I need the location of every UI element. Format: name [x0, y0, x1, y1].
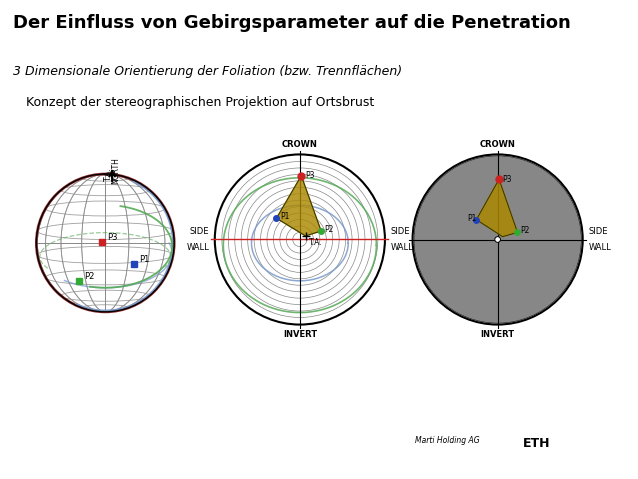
Circle shape — [472, 214, 523, 265]
Text: CROWN: CROWN — [480, 140, 516, 149]
Text: WALL: WALL — [588, 243, 611, 252]
Text: SIDE: SIDE — [390, 227, 410, 236]
Text: INVERT: INVERT — [283, 330, 317, 339]
Text: P1: P1 — [467, 214, 477, 223]
Text: P3: P3 — [503, 175, 512, 184]
Text: P1: P1 — [280, 212, 290, 221]
Circle shape — [414, 156, 581, 323]
Text: WALL: WALL — [186, 243, 209, 252]
Circle shape — [459, 201, 537, 278]
Text: WALL: WALL — [390, 243, 413, 252]
Text: SIDE: SIDE — [588, 227, 608, 236]
Circle shape — [466, 207, 530, 272]
Circle shape — [485, 227, 510, 252]
Text: NORTH: NORTH — [111, 158, 120, 184]
Text: 3 Dimensionale Orientierung der Foliation (bzw. Trennflächen): 3 Dimensionale Orientierung der Foliatio… — [13, 65, 402, 78]
Text: P2: P2 — [324, 225, 333, 234]
Text: P3: P3 — [305, 171, 315, 180]
Circle shape — [446, 188, 549, 291]
Circle shape — [491, 233, 504, 246]
Polygon shape — [477, 179, 517, 237]
Text: Marti Holding AG: Marti Holding AG — [415, 436, 479, 445]
Text: P1: P1 — [139, 255, 149, 264]
Text: P2: P2 — [84, 273, 94, 282]
Circle shape — [427, 169, 568, 310]
Circle shape — [433, 175, 562, 304]
Text: T.A.: T.A. — [103, 167, 112, 181]
Circle shape — [440, 182, 556, 297]
Text: INVERT: INVERT — [480, 330, 515, 339]
Text: P3: P3 — [107, 233, 117, 242]
Text: SIDE: SIDE — [189, 227, 209, 236]
Text: Der Einfluss von Gebirgsparameter auf die Penetration: Der Einfluss von Gebirgsparameter auf di… — [13, 14, 570, 33]
Text: P2: P2 — [521, 227, 530, 236]
Text: CROWN: CROWN — [282, 140, 318, 149]
Text: Konzept der stereographischen Projektion auf Ortsbrust: Konzept der stereographischen Projektion… — [26, 96, 374, 109]
Text: T.A.: T.A. — [309, 238, 323, 247]
Circle shape — [452, 194, 543, 285]
Circle shape — [420, 162, 575, 317]
Circle shape — [495, 237, 500, 242]
Polygon shape — [276, 176, 321, 236]
Circle shape — [478, 220, 517, 259]
Text: ETH: ETH — [523, 436, 551, 450]
